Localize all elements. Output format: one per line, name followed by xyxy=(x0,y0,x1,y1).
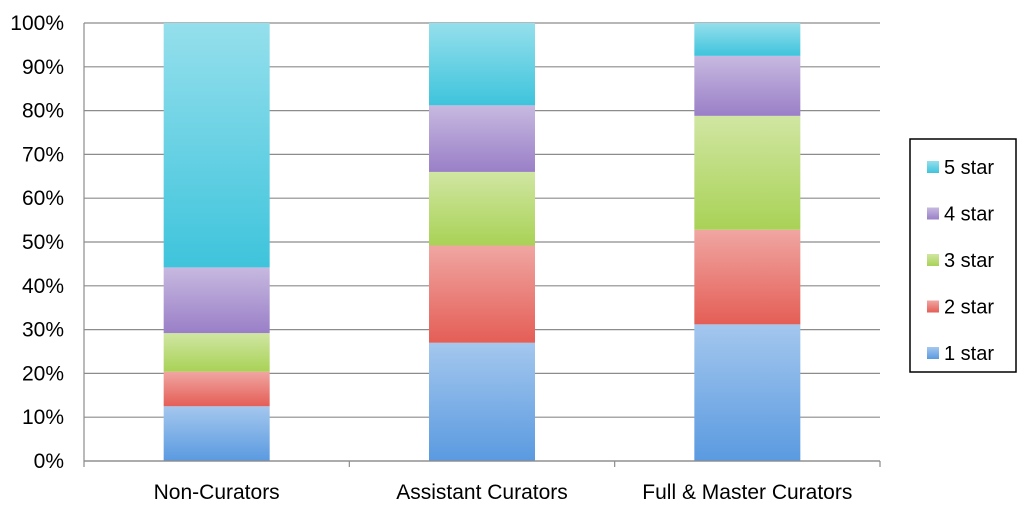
x-category-label: Non-Curators xyxy=(154,481,280,504)
bar-segment xyxy=(163,371,270,407)
bar-segment xyxy=(429,171,535,246)
y-tick-label: 30% xyxy=(22,319,64,342)
bar-segment xyxy=(694,55,801,116)
y-tick-label: 70% xyxy=(22,143,64,166)
legend-swatch xyxy=(927,254,939,266)
bar-segment xyxy=(429,105,535,172)
axes xyxy=(83,23,881,467)
bar-segment xyxy=(429,245,535,343)
y-axis-tick-labels: 0% 10% 20% 30% 40% 50% 60% 70% 80% 90% 100% xyxy=(10,12,64,473)
y-tick-label: 100% xyxy=(10,12,64,35)
legend-label: 1 star xyxy=(944,343,994,365)
bar-segment xyxy=(163,333,270,372)
x-axis-category-labels: Non-Curators Assistant Curators Full & Mas… xyxy=(154,481,853,504)
legend-label: 2 star xyxy=(944,297,994,319)
legend-swatch xyxy=(927,300,939,313)
y-tick-label: 20% xyxy=(22,362,64,385)
legend-swatch xyxy=(927,161,939,173)
bar-segment xyxy=(163,406,270,461)
x-category-label: Assistant Curators xyxy=(396,481,568,504)
y-tick-label: 40% xyxy=(22,275,64,298)
bar-segment xyxy=(163,267,270,334)
legend-swatch xyxy=(927,347,939,359)
bar-segment xyxy=(694,23,801,56)
y-tick-label: 10% xyxy=(22,406,64,429)
legend: 5 star 4 star 3 star 2 star 1 star xyxy=(909,138,1017,373)
x-category-label: Full & Master Curators xyxy=(642,481,852,504)
y-tick-label: 80% xyxy=(22,100,64,123)
legend-label: 3 star xyxy=(944,250,994,272)
bar-segment xyxy=(429,342,535,461)
y-tick-label: 90% xyxy=(22,56,64,79)
bar-segment xyxy=(429,23,535,106)
y-tick-label: 60% xyxy=(22,187,64,210)
legend-label: 5 star xyxy=(944,157,994,179)
y-tick-label: 0% xyxy=(34,450,64,473)
bars xyxy=(163,23,801,461)
bar-segment xyxy=(694,115,801,230)
legend-label: 4 star xyxy=(944,204,994,226)
y-tick-label: 50% xyxy=(22,231,64,254)
bar-segment xyxy=(694,229,801,325)
bar-segment xyxy=(694,324,801,461)
bar-segment xyxy=(163,23,270,268)
legend-swatch xyxy=(927,207,939,220)
